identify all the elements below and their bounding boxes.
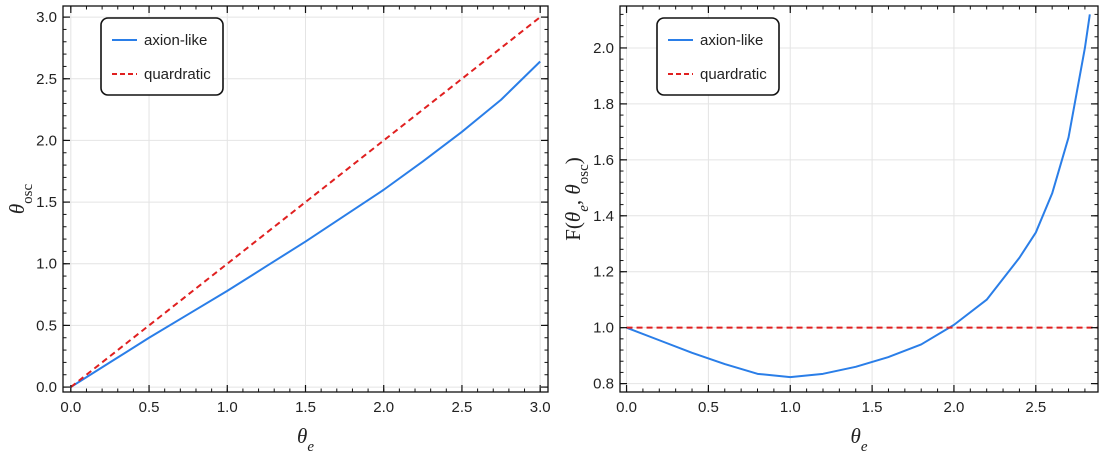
x-tick-label: 0.0 — [60, 399, 81, 416]
x-tick-label: 2.5 — [452, 399, 473, 416]
y-tick-label: 1.4 — [593, 208, 614, 225]
y-tick-label: 2.0 — [36, 132, 57, 149]
x-tick-label: 1.0 — [217, 399, 238, 416]
y-axis-label: θosc — [5, 183, 36, 214]
y-tick-label: 1.0 — [36, 256, 57, 273]
chart-panel-1: 0.0 0.5 1.0 1.5 2.0 2.5 3.0 0.0 0.5 1.0 1.5 2.0 2.5 3… — [5, 5, 551, 455]
legend: axion-like quardratic — [100, 17, 224, 96]
x-tick-label: 1.5 — [862, 399, 883, 416]
y-tick-label: 0.8 — [593, 376, 614, 393]
y-tick-label: 2.0 — [593, 40, 614, 57]
x-tick-label: 1.5 — [295, 399, 316, 416]
x-tick-label: 0.5 — [698, 399, 719, 416]
x-axis-label: θe — [297, 424, 314, 452]
plot-frame — [619, 5, 1099, 393]
y-tick-label: 1.0 — [593, 320, 614, 337]
chart-panel-2: 0.0 0.5 1.0 1.5 2.0 2.5 0.8 1.0 1.2 1.4 1.6 1.8 2.0 θ… — [561, 5, 1099, 455]
x-tick-label: 3.0 — [530, 399, 551, 416]
x-tick-label: 0.5 — [139, 399, 160, 416]
x-tick-label: 0.0 — [616, 399, 637, 416]
y-tick-label: 0.5 — [36, 317, 57, 334]
legend-box — [656, 17, 780, 96]
legend-label: quardratic — [144, 66, 211, 83]
y-tick-label: 1.5 — [36, 194, 57, 211]
x-tick-label: 2.0 — [944, 399, 965, 416]
legend-label: axion-like — [144, 32, 207, 49]
x-tick-label: 2.0 — [373, 399, 394, 416]
x-tick-label: 2.5 — [1025, 399, 1046, 416]
y-tick-label: 1.2 — [593, 264, 614, 281]
series-line-axion-like — [70, 60, 541, 388]
legend: axion-like quardratic — [656, 17, 780, 96]
series-line-axion-like — [626, 14, 1091, 379]
y-axis-label: F(θe, θosc) — [561, 157, 592, 241]
y-tick-label: 2.5 — [36, 71, 57, 88]
y-tick-label: 1.6 — [593, 152, 614, 169]
x-tick-label: 1.0 — [780, 399, 801, 416]
legend-box — [100, 17, 224, 96]
y-tick-label: 1.8 — [593, 96, 614, 113]
y-tick-label: 0.0 — [36, 379, 57, 396]
legend-label: axion-like — [700, 32, 763, 49]
x-axis-label: θe — [851, 424, 868, 452]
y-tick-label: 3.0 — [36, 9, 57, 26]
legend-label: quardratic — [700, 66, 767, 83]
